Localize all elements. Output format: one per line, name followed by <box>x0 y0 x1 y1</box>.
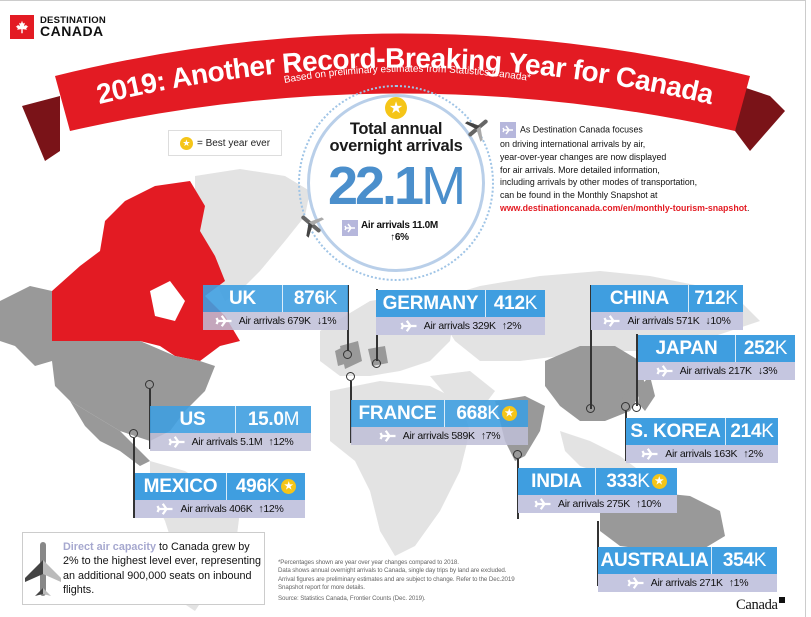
total-circle <box>307 94 485 272</box>
leader-line-korea <box>625 411 627 461</box>
best-year-star-icon: ★ <box>501 406 517 421</box>
pin-mexico <box>129 429 138 438</box>
country-card-india: INDIA 333 K ★ Air arrivals 275K ↑10% <box>518 468 677 513</box>
best-year-star-icon: ★ <box>385 97 407 119</box>
air-arrivals-note: As Destination Canada focuses on driving… <box>500 122 790 215</box>
leader-line-us <box>149 389 151 449</box>
pin-india <box>513 450 522 459</box>
leader-line-france <box>350 381 352 443</box>
plane-icon <box>400 320 417 332</box>
air-capacity-box: Direct air capacity to Canada grew by 2%… <box>22 532 265 605</box>
source: Source: Statistics Canada, Frontier Coun… <box>278 595 426 603</box>
pin-china <box>586 404 595 413</box>
plane-icon <box>627 577 644 589</box>
logo-line2: CANADA <box>40 22 104 39</box>
pin-korea <box>621 402 630 411</box>
country-card-france: FRANCE 668 K ★ Air arrivals 589K ↑7% <box>351 400 528 445</box>
pin-uk <box>343 350 352 359</box>
best-year-star-icon: ★ <box>651 474 667 489</box>
best-year-legend: ★ = Best year ever <box>168 130 282 156</box>
country-card-uk: UK 876 K Air arrivals 679K ↓1% <box>203 285 348 330</box>
star-icon: ★ <box>179 136 193 150</box>
country-card-mexico: MEXICO 496 K ★ Air arrivals 406K ↑12% <box>135 473 305 518</box>
plane-icon <box>534 498 551 510</box>
plane-icon <box>603 315 620 327</box>
total-title: Total annual overnight arrivals <box>329 120 463 156</box>
canada-wordmark: Canada <box>736 597 785 614</box>
plane-icon <box>656 365 673 377</box>
leader-line-india <box>517 459 519 519</box>
title-banner <box>22 33 785 161</box>
plane-icon <box>156 503 173 515</box>
footnote: *Percentages shown are year over year ch… <box>278 559 568 604</box>
pin-germany <box>372 359 381 368</box>
pin-us <box>145 380 154 389</box>
logo-line1: DESTINATION <box>40 14 106 26</box>
best-year-star-icon: ★ <box>281 479 297 494</box>
plane-icon <box>168 436 185 448</box>
leader-line-mexico <box>133 438 135 518</box>
country-card-us: US 15.0 M Air arrivals 5.1M ↑12% <box>150 406 311 451</box>
plane-icon <box>641 448 658 460</box>
destination-canada-logo: DESTINATION CANADA <box>10 15 106 39</box>
capacity-text: to Canada grew by 2% to the highest leve… <box>63 541 262 596</box>
flag-icon <box>778 597 785 604</box>
legend-label: = Best year ever <box>196 137 271 149</box>
plane-icon <box>215 315 232 327</box>
maple-leaf-icon <box>10 15 34 39</box>
country-card-australia: AUSTRALIA 354 K Air arrivals 271K ↑1% <box>598 547 777 592</box>
country-card-germany: GERMANY 412 K Air arrivals 329K ↑2% <box>376 290 545 335</box>
leader-line-australia <box>597 521 599 586</box>
country-card-japan: JAPAN 252 K Air arrivals 217K ↓3% <box>638 335 795 380</box>
country-card-south-korea: S. KOREA 214 K Air arrivals 163K ↑2% <box>626 418 778 463</box>
capacity-highlight: Direct air capacity <box>63 541 157 554</box>
monthly-snapshot-link[interactable]: www.destinationcanada.com/en/monthly-tou… <box>500 202 747 213</box>
total-air-arrivals: Air arrivals 11.0M ↑6% <box>342 220 438 244</box>
plane-icon <box>379 430 396 442</box>
total-value: 22.1M <box>327 156 467 216</box>
plane-icon <box>500 122 516 138</box>
plane-icon <box>342 220 358 236</box>
airplane-icon <box>464 119 488 142</box>
pin-france <box>346 372 355 381</box>
airplane-icon <box>23 538 63 600</box>
airplane-icon <box>301 215 325 238</box>
total-circle-dotted <box>298 85 494 281</box>
leader-line-japan <box>636 334 638 406</box>
country-card-china: CHINA 712 K Air arrivals 571K ↓10% <box>591 285 743 330</box>
leader-line-china <box>590 285 592 409</box>
pin-japan <box>632 403 641 412</box>
